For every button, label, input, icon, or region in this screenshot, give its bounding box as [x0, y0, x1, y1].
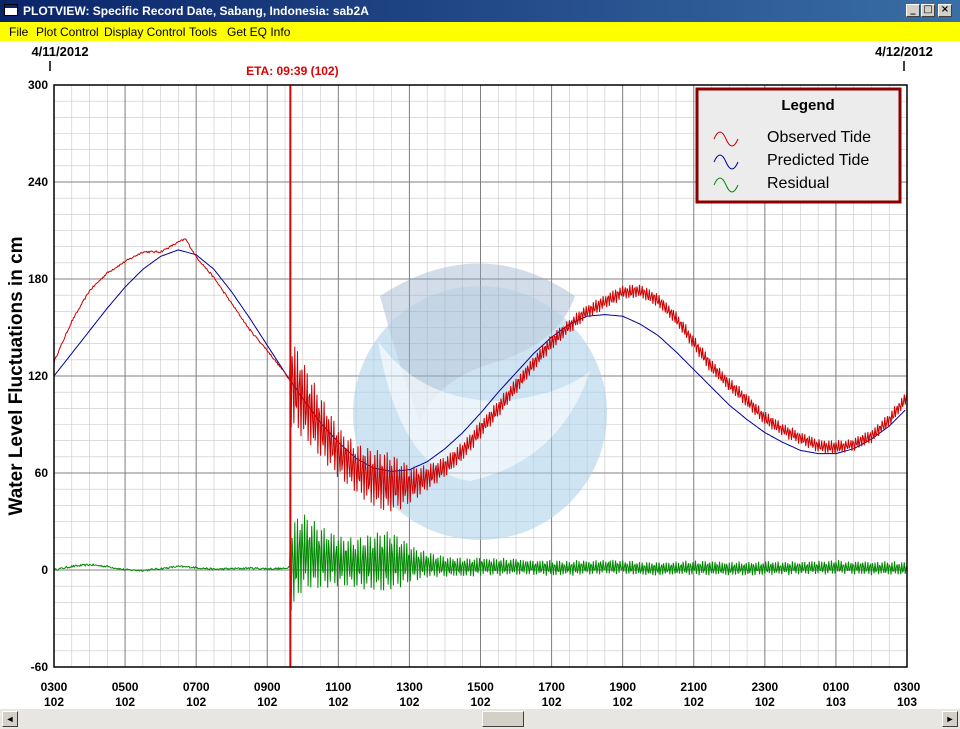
y-tick-label: 300 [28, 78, 48, 92]
window-title: PLOTVIEW: Specific Record Date, Sabang, … [23, 4, 369, 18]
legend-title: Legend [781, 97, 834, 114]
x-tick-time-label: 0900 [254, 680, 281, 694]
observed-tide-line [54, 238, 907, 512]
legend-entry-residual: Residual [767, 175, 829, 192]
plot-area: 300 240 180 120 60 0 -60 0300 102 0500 102 0700 102… [0, 41, 960, 709]
y-tick-label: 240 [28, 175, 48, 189]
x-tick-day-label: 102 [44, 695, 64, 709]
x-tick-time-label: 0700 [183, 680, 210, 694]
x-tick-time-label: 0300 [894, 680, 921, 694]
x-tick-day-label: 102 [328, 695, 348, 709]
y-tick-label: -60 [31, 660, 49, 674]
x-tick-day-label: 102 [186, 695, 206, 709]
title-bar: PLOTVIEW: Specific Record Date, Sabang, … [0, 0, 960, 22]
residual-line [54, 514, 907, 611]
legend-swatch-observed [713, 131, 739, 147]
legend-entry-observed: Observed Tide [767, 129, 871, 146]
x-tick-time-label: 1900 [609, 680, 636, 694]
y-tick-label: 180 [28, 272, 48, 286]
x-tick-day-label: 102 [257, 695, 277, 709]
x-tick-time-label: 1500 [467, 680, 494, 694]
scroll-right-arrow-icon[interactable]: ► [942, 711, 958, 727]
x-tick-day-label: 102 [755, 695, 775, 709]
x-tick-day-label: 102 [542, 695, 562, 709]
horizontal-scrollbar[interactable]: ◄ ► [0, 709, 960, 729]
menu-plot-control[interactable]: Plot Control [36, 25, 99, 39]
x-tick-time-label: 1700 [538, 680, 565, 694]
x-tick-day-label: 103 [826, 695, 846, 709]
y-tick-label: 0 [41, 563, 48, 577]
x-tick-time-label: 1300 [396, 680, 423, 694]
maximize-button[interactable]: □ [921, 4, 935, 17]
scroll-thumb[interactable] [482, 711, 524, 727]
x-tick-time-label: 2300 [751, 680, 778, 694]
scroll-left-arrow-icon[interactable]: ◄ [2, 711, 18, 727]
close-button[interactable]: × [938, 4, 952, 17]
menu-get-eq-info[interactable]: Get EQ Info [227, 25, 291, 39]
x-axis-ticks: 0300102050010207001020900102110010213001… [41, 680, 921, 709]
legend-entry-predicted: Predicted Tide [767, 152, 869, 169]
x-tick-day-label: 102 [399, 695, 419, 709]
menu-bar: File Plot Control Display Control Tools … [0, 22, 960, 41]
legend-swatch-predicted [713, 154, 739, 170]
x-tick-day-label: 102 [684, 695, 704, 709]
date-end-label: 4/12/2012 [875, 44, 933, 59]
plot-frame [53, 84, 908, 668]
y-axis-ticks: 300 240 180 120 60 0 -60 [28, 78, 48, 674]
eta-label: ETA: 09:39 (102) [246, 64, 338, 78]
x-tick-time-label: 2100 [680, 680, 707, 694]
legend: Legend Observed Tide Predicted Tide Resi… [695, 87, 902, 204]
x-tick-day-label: 103 [897, 695, 917, 709]
menu-tools[interactable]: Tools [189, 25, 218, 39]
menu-display-control[interactable]: Display Control [104, 25, 186, 39]
x-tick-time-label: 0100 [823, 680, 850, 694]
y-tick-label: 120 [28, 369, 48, 383]
x-tick-day-label: 102 [470, 695, 490, 709]
app-icon[interactable] [4, 4, 18, 16]
x-tick-day-label: 102 [115, 695, 135, 709]
menu-file[interactable]: File [9, 25, 29, 39]
minimize-button[interactable]: _ [906, 4, 920, 17]
y-tick-label: 60 [35, 466, 49, 480]
x-tick-day-label: 102 [613, 695, 633, 709]
date-start-label: 4/11/2012 [31, 44, 88, 59]
legend-swatch-residual [713, 177, 739, 193]
x-tick-time-label: 0300 [41, 680, 68, 694]
x-tick-time-label: 0500 [112, 680, 139, 694]
y-axis-label: Water Level Fluctuations in cm [6, 236, 27, 515]
x-tick-time-label: 1100 [325, 680, 351, 694]
